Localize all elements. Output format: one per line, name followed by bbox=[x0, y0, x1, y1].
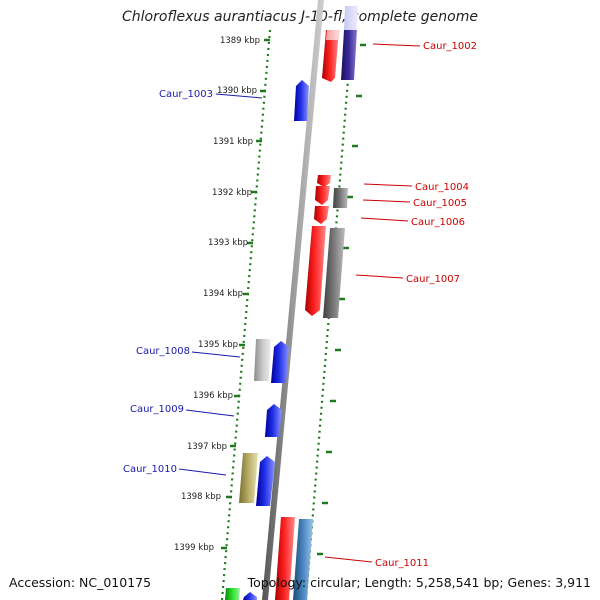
leader-line bbox=[185, 409, 235, 417]
leader-line bbox=[372, 43, 421, 47]
gene-feature bbox=[344, 6, 358, 30]
gene-feature bbox=[256, 456, 275, 506]
leader-line bbox=[362, 199, 411, 203]
accession-text: Accession: NC_010175 bbox=[9, 575, 152, 590]
gene-feature bbox=[333, 188, 348, 208]
tick-label: 1390 kbp bbox=[217, 86, 257, 96]
gene-feature bbox=[239, 453, 258, 503]
genome-backbone bbox=[262, 0, 324, 600]
gene-feature bbox=[271, 341, 289, 383]
tick-label: 1395 kbp bbox=[198, 340, 238, 350]
gene-feature bbox=[322, 30, 339, 82]
gene-label-caur-1008[interactable]: Caur_1008 bbox=[136, 346, 190, 357]
tick-label: 1399 kbp bbox=[174, 543, 214, 553]
tick-label: 1396 kbp bbox=[193, 391, 233, 401]
tick-label: 1392 kbp bbox=[212, 188, 252, 198]
gene-label-caur-1010[interactable]: Caur_1010 bbox=[123, 464, 177, 475]
right-tick-marks bbox=[317, 43, 366, 556]
gene-feature bbox=[225, 588, 240, 600]
genome-title: Chloroflexus aurantiacus J-10-fl, comple… bbox=[122, 9, 478, 25]
gene-feature bbox=[265, 404, 282, 437]
gene-feature bbox=[275, 517, 295, 600]
leader-line bbox=[355, 274, 404, 279]
tick-label: 1389 kbp bbox=[220, 36, 260, 46]
tick-label: 1398 kbp bbox=[181, 492, 221, 502]
genome-summary-text: Topology: circular; Length: 5,258,541 bp… bbox=[247, 575, 591, 590]
gene-feature bbox=[305, 226, 326, 316]
gene-label-caur-1003[interactable]: Caur_1003 bbox=[159, 89, 213, 100]
left-tick-marks bbox=[221, 38, 270, 550]
gene-label-caur-1002[interactable]: Caur_1002 bbox=[423, 41, 477, 52]
gene-feature bbox=[243, 592, 257, 600]
tick-label: 1397 kbp bbox=[187, 442, 227, 452]
gene-label-caur-1011[interactable]: Caur_1011 bbox=[375, 558, 429, 569]
gene-feature bbox=[341, 30, 357, 80]
leader-line bbox=[360, 217, 409, 222]
left-dotted-ring bbox=[220, 29, 272, 600]
gene-feature bbox=[254, 339, 271, 381]
gene-feature bbox=[317, 175, 331, 187]
leader-line bbox=[191, 351, 241, 358]
gene-feature bbox=[326, 30, 340, 40]
gene-label-caur-1006[interactable]: Caur_1006 bbox=[411, 217, 465, 228]
leader-line bbox=[178, 468, 227, 476]
leader-line bbox=[324, 556, 373, 563]
gene-feature bbox=[294, 80, 309, 121]
gene-label-caur-1004[interactable]: Caur_1004 bbox=[415, 182, 469, 193]
leader-line bbox=[363, 183, 413, 187]
gene-feature bbox=[293, 519, 313, 600]
leader-line bbox=[215, 93, 263, 99]
gene-label-caur-1009[interactable]: Caur_1009 bbox=[130, 404, 184, 415]
tick-label: 1394 kbp bbox=[203, 289, 243, 299]
gene-feature bbox=[315, 186, 330, 205]
gene-label-caur-1005[interactable]: Caur_1005 bbox=[413, 198, 467, 209]
tick-label: 1391 kbp bbox=[213, 137, 253, 147]
gene-label-caur-1007[interactable]: Caur_1007 bbox=[406, 274, 460, 285]
gene-feature bbox=[323, 228, 345, 318]
tick-label: 1393 kbp bbox=[208, 238, 248, 248]
gene-feature bbox=[314, 206, 329, 224]
